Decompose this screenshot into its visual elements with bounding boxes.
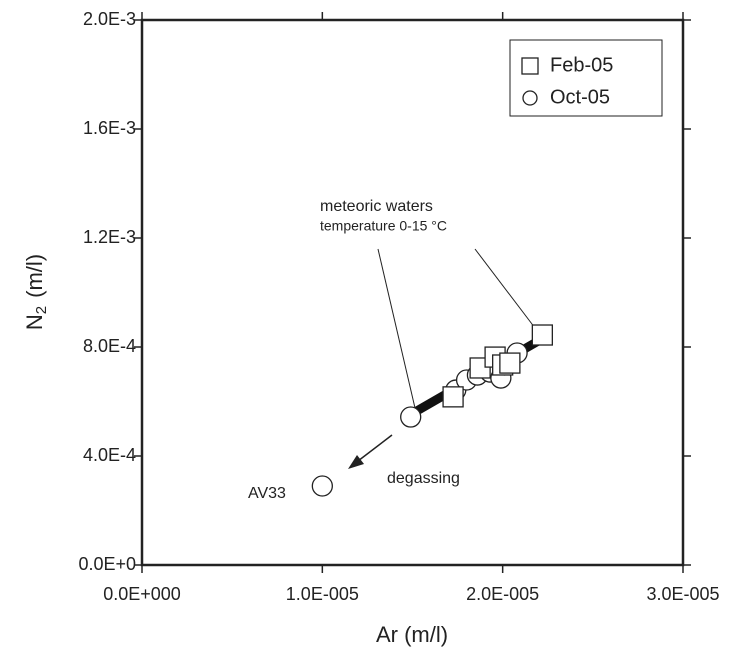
x-tick-label: 3.0E-005 (646, 584, 719, 604)
point-circle (311, 475, 333, 497)
y-label-unit: (m/l) (22, 254, 47, 298)
annotation-leader (377, 248, 416, 409)
y-tick-label: 1.2E-3 (83, 227, 136, 247)
annotation: AV33 (248, 485, 286, 502)
degassing-arrow (357, 434, 393, 462)
arrow-head (348, 455, 364, 469)
point-square (521, 57, 539, 75)
y-tick-label: 0.0E+0 (78, 554, 136, 574)
y-label-sub: 2 (33, 306, 50, 314)
legend-label: Feb-05 (550, 54, 613, 76)
annotation: meteoric waters (320, 198, 433, 215)
point-circle (400, 406, 422, 428)
x-tick-label: 0.0E+000 (103, 584, 181, 604)
plot-frame (140, 18, 685, 567)
point-square (531, 324, 553, 346)
y-tick-label: 8.0E-4 (83, 336, 136, 356)
annotation-leader (474, 248, 536, 329)
y-label-main: N (22, 314, 47, 330)
y-tick-label: 2.0E-3 (83, 9, 136, 29)
x-axis-label: Ar (m/l) (376, 622, 448, 647)
annotation: degassing (387, 470, 460, 487)
legend-label: Oct-05 (550, 86, 610, 108)
point-square (442, 386, 464, 408)
y-tick-label: 1.6E-3 (83, 118, 136, 138)
point-square (499, 352, 521, 374)
point-circle (522, 90, 538, 106)
y-tick-label: 4.0E-4 (83, 445, 136, 465)
x-tick-label: 2.0E-005 (466, 584, 539, 604)
y-axis-label: N2 (m/l) (22, 254, 50, 330)
x-tick-label: 1.0E-005 (286, 584, 359, 604)
annotation: temperature 0-15 °C (320, 218, 447, 234)
